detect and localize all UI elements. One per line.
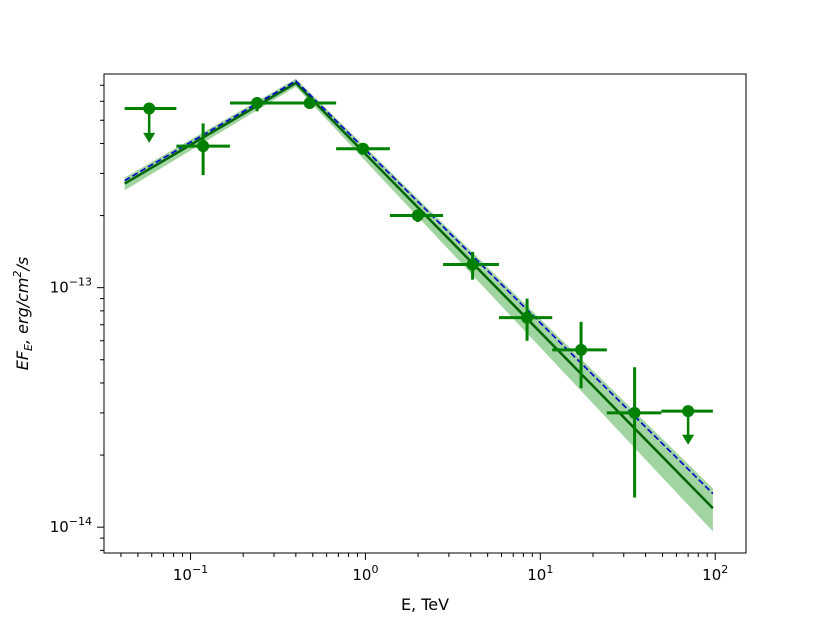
y-tick-base: 10: [50, 279, 69, 297]
flux-point-marker: [251, 97, 264, 110]
x-tick-base: 10: [352, 566, 371, 584]
upper-limit-arrowhead: [143, 132, 156, 143]
x-tick-base: 10: [527, 566, 546, 584]
flux-point: [389, 209, 444, 222]
y-label-rest1: , erg/cm: [13, 277, 32, 344]
flux-point-marker: [575, 343, 588, 356]
upper-limit-arrowhead: [682, 434, 695, 445]
flux-point-marker: [466, 258, 479, 271]
flux-point-marker: [303, 97, 316, 110]
axes-frame: [103, 73, 747, 554]
y-label-base: EF: [13, 350, 32, 370]
y-label-sub: E: [22, 344, 35, 351]
plot-area: [124, 78, 714, 532]
flux-point: [606, 367, 662, 498]
y-axis-label: EFE, erg/cm2/s: [11, 257, 35, 371]
upper-limit: [661, 405, 713, 445]
flux-point: [498, 298, 553, 341]
x-tick-exponent: 0: [371, 563, 378, 576]
y-label-rest2: /s: [13, 257, 32, 273]
y-tick-exponent: −14: [69, 515, 92, 528]
y-label-sup: 2: [11, 270, 24, 277]
x-tick-base: 10: [702, 566, 721, 584]
flux-point-marker: [357, 142, 370, 155]
x-tick-label: 101: [527, 563, 553, 584]
flux-point: [443, 251, 499, 280]
x-tick-label: 102: [702, 563, 728, 584]
y-tick-label: 10−13: [50, 276, 92, 297]
y-tick-label: 10−14: [50, 515, 92, 536]
flux-point-marker: [197, 140, 210, 153]
x-tick-label: 10−1: [173, 563, 208, 584]
upper-limit-marker: [143, 102, 156, 115]
x-axis-label: E, TeV: [401, 595, 449, 614]
y-tick-base: 10: [50, 518, 69, 536]
flux-point: [552, 321, 607, 389]
flux-point: [176, 123, 230, 176]
upper-limit: [124, 102, 177, 143]
x-tick-exponent: 1: [546, 563, 553, 576]
flux-point: [336, 142, 390, 155]
y-tick-exponent: −13: [69, 276, 92, 289]
x-tick-exponent: 2: [721, 563, 728, 576]
model-line: [124, 81, 714, 510]
x-tick-exponent: −1: [192, 563, 208, 576]
x-tick-label: 100: [352, 563, 378, 584]
flux-point: [283, 97, 337, 110]
flux-point-marker: [521, 311, 534, 324]
flux-point-marker: [628, 406, 641, 419]
upper-limit-marker: [682, 405, 695, 418]
flux-point: [229, 97, 284, 112]
flux-point-marker: [411, 209, 424, 222]
x-tick-base: 10: [173, 566, 192, 584]
